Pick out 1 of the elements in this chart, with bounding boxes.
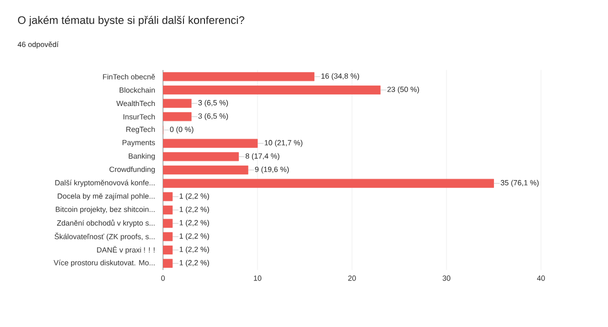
chart-title: O jakém tématu byste si přáli další konferenci?: [18, 16, 244, 26]
